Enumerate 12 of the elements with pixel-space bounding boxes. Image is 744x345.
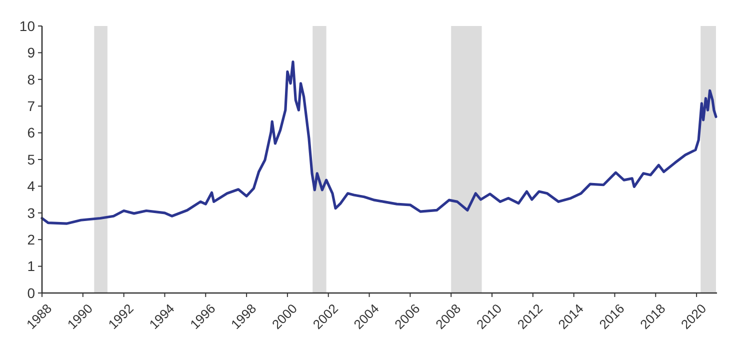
y-tick-label: 3 bbox=[27, 204, 36, 221]
y-tick-label: 6 bbox=[27, 124, 36, 141]
y-tick-label: 8 bbox=[27, 71, 36, 88]
y-tick-label: 10 bbox=[19, 18, 36, 34]
y-tick-label: 2 bbox=[27, 232, 36, 248]
y-tick-label: 5 bbox=[27, 151, 36, 168]
y-tick-label: 0 bbox=[27, 284, 36, 301]
y-tick-label: 4 bbox=[27, 178, 36, 194]
y-tick-label: 1 bbox=[27, 258, 36, 274]
y-tick-label: 9 bbox=[27, 44, 36, 61]
y-tick-label: 7 bbox=[27, 98, 36, 114]
line-series bbox=[40, 60, 718, 225]
